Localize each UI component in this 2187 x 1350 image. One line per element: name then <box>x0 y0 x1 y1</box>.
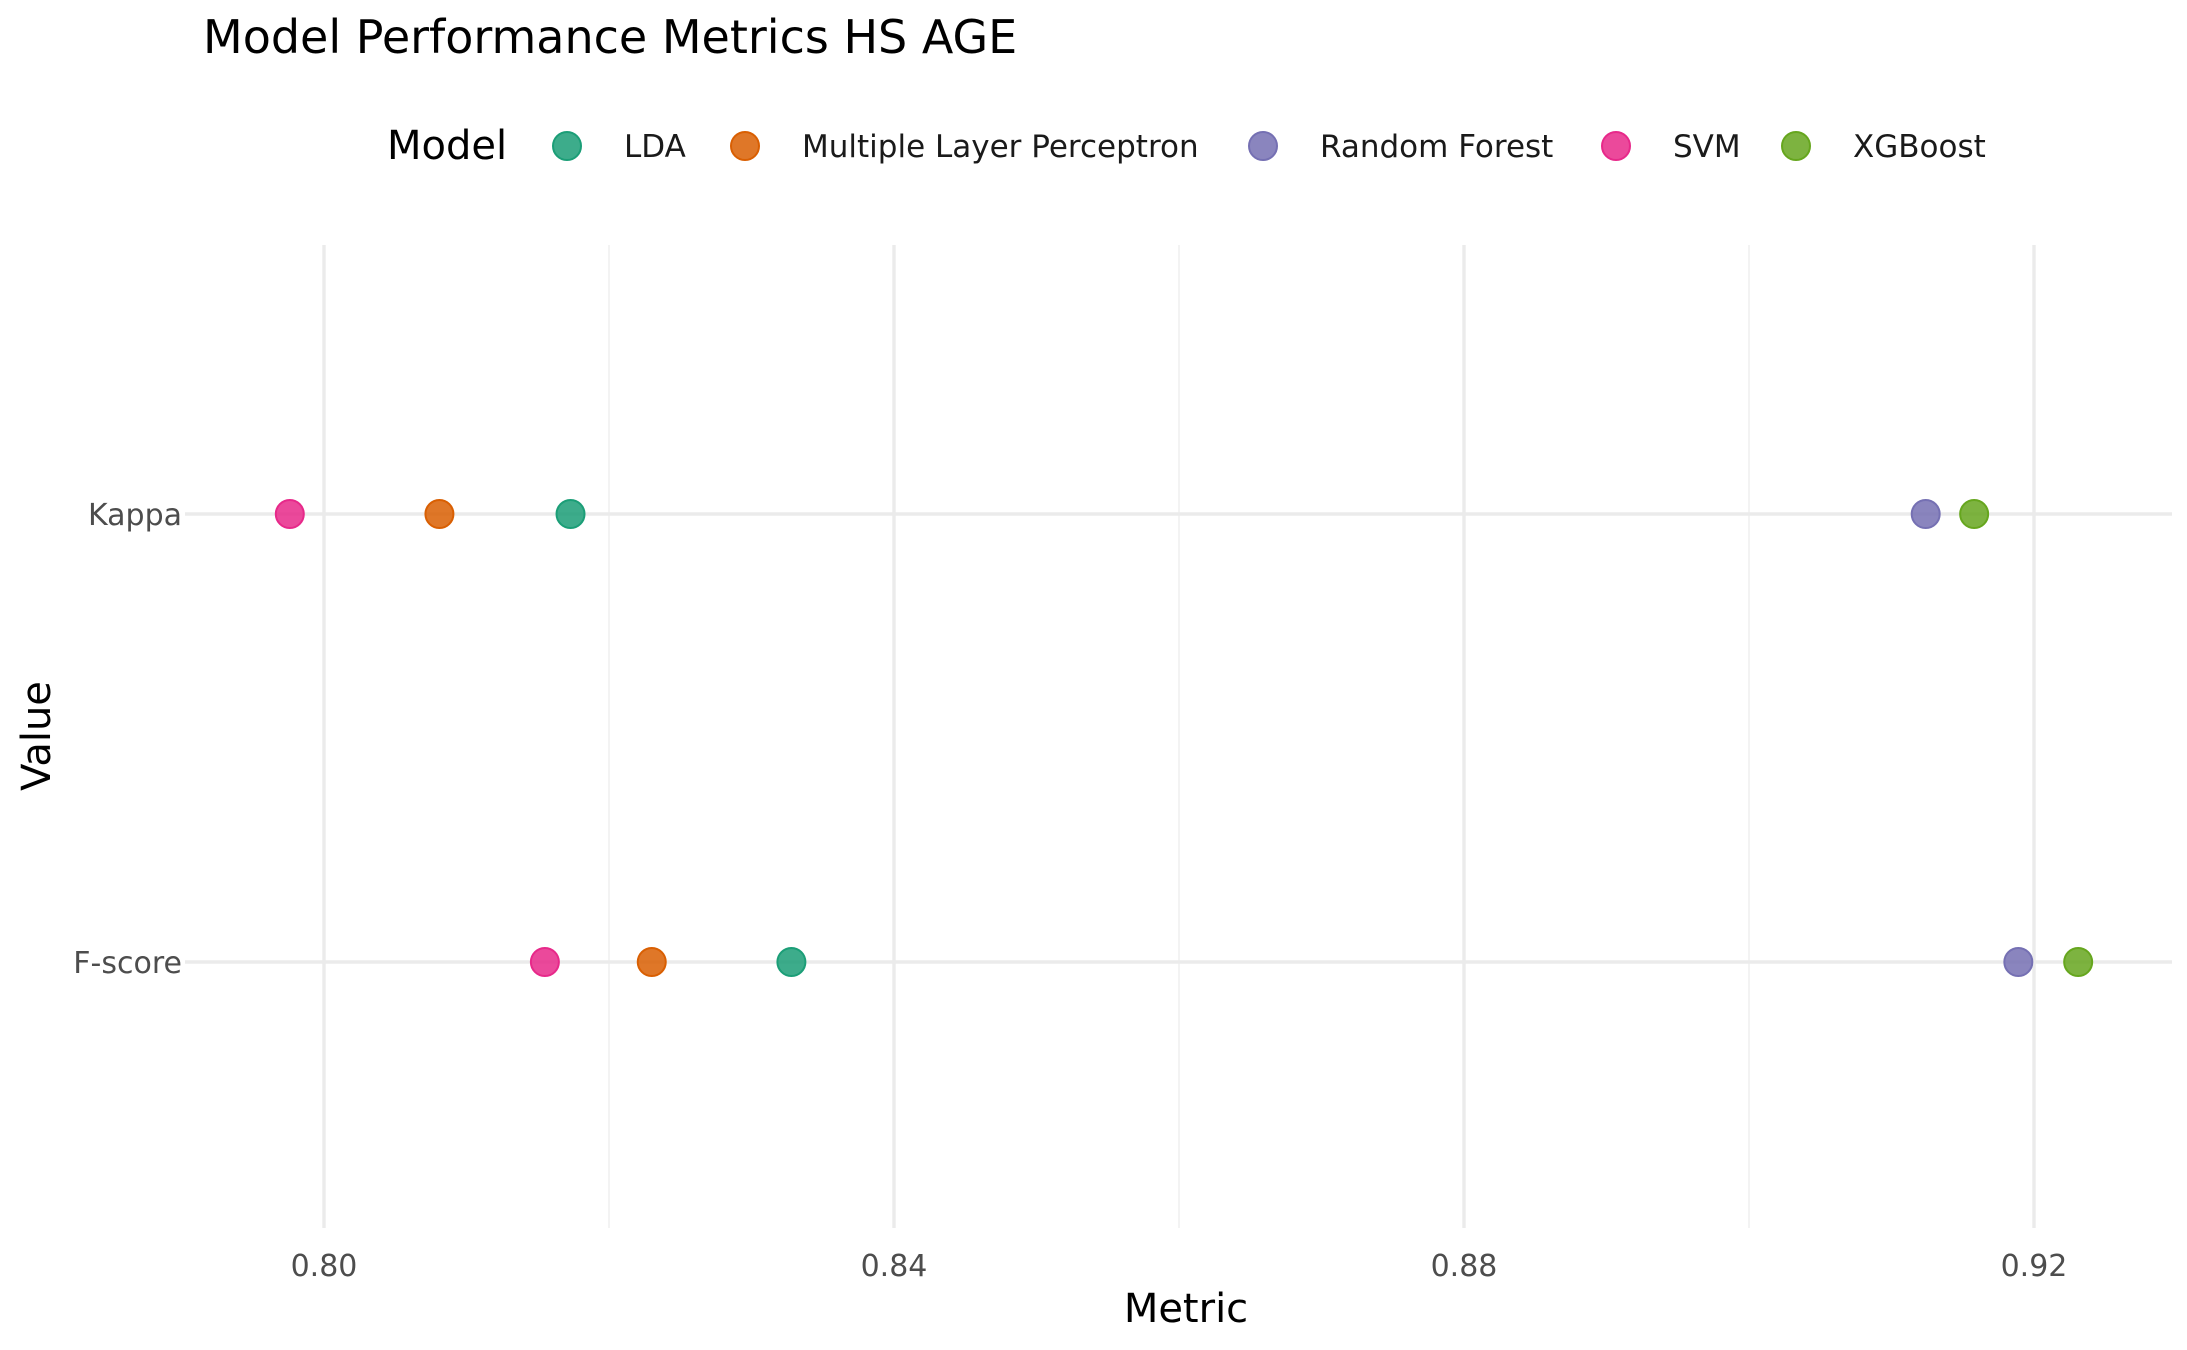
legend-label: Multiple Layer Perceptron <box>802 129 1199 165</box>
legend-key <box>1601 131 1631 161</box>
data-point <box>529 947 560 977</box>
x-tick-label: 0.88 <box>1431 1249 1498 1284</box>
data-point <box>2063 947 2094 977</box>
data-point <box>776 947 807 977</box>
legend-label: LDA <box>624 129 686 165</box>
x-tick-label: 0.84 <box>861 1249 928 1284</box>
x-tick-label: 0.92 <box>2001 1249 2068 1284</box>
data-point <box>424 499 455 529</box>
data-point <box>636 947 667 977</box>
x-axis-title: Metric <box>1124 1286 1248 1332</box>
data-point <box>1959 499 1990 529</box>
y-axis-title: Value <box>14 681 60 791</box>
legend-title: Model <box>387 123 507 169</box>
y-axis-ticks: F-score Kappa <box>73 498 182 981</box>
y-tick-label: Kappa <box>88 498 182 533</box>
grid <box>185 245 2172 1228</box>
data-points <box>274 499 2094 977</box>
legend-key <box>1781 131 1811 161</box>
data-point <box>274 499 305 529</box>
legend: Model LDA Multiple Layer Perceptron Random… <box>387 123 1986 169</box>
data-point <box>1910 499 1941 529</box>
x-tick-label: 0.80 <box>291 1249 358 1284</box>
legend-label: SVM <box>1673 129 1741 165</box>
data-point <box>555 499 586 529</box>
legend-label: XGBoost <box>1853 129 1986 165</box>
legend-key <box>1248 131 1278 161</box>
data-point <box>2003 947 2034 977</box>
legend-key <box>552 131 582 161</box>
chart-title: Model Performance Metrics HS AGE <box>203 10 1017 64</box>
x-axis-ticks: 0.80 0.84 0.88 0.92 <box>291 1249 2068 1284</box>
y-tick-label: F-score <box>73 946 182 981</box>
legend-key <box>730 131 760 161</box>
legend-label: Random Forest <box>1320 129 1553 165</box>
